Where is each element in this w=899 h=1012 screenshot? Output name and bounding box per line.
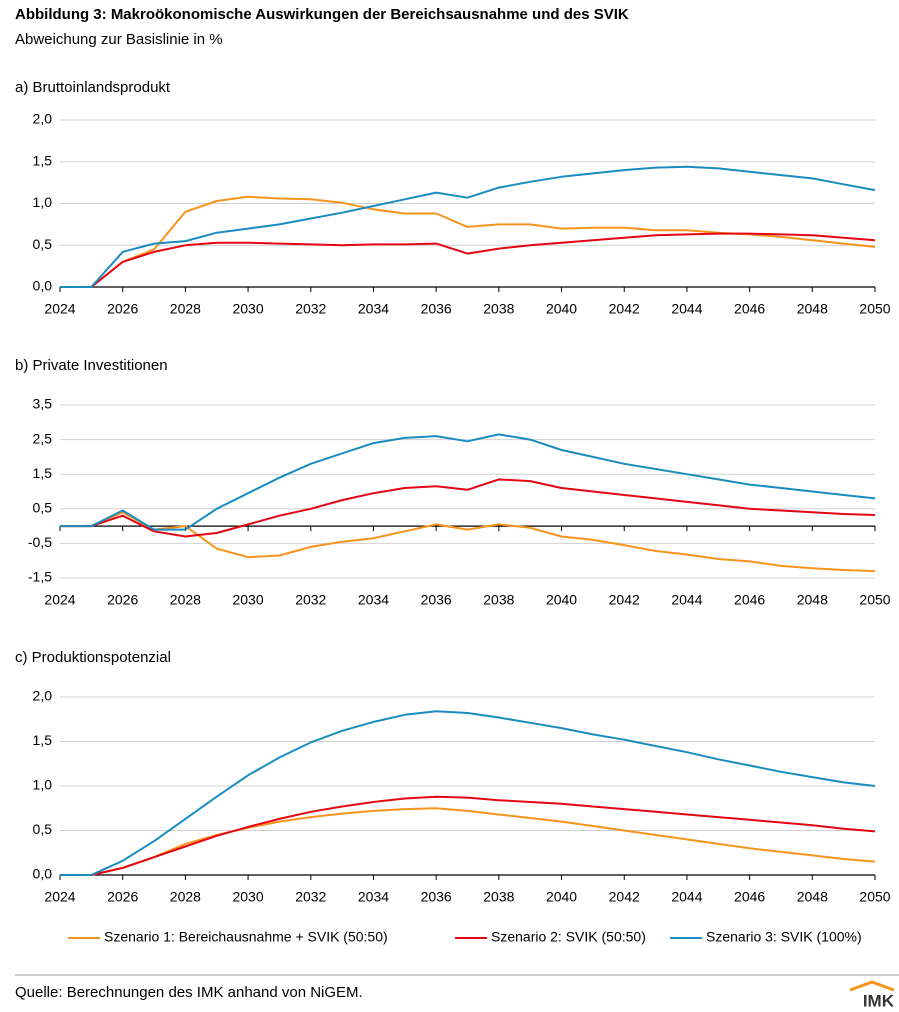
series-line: [60, 478, 876, 538]
x-tick-label: 2040: [546, 301, 577, 317]
series-line: [60, 807, 876, 876]
y-tick-label: 1,5: [33, 152, 53, 168]
legend-label: Szenario 1: Bereichausnahme + SVIK (50:5…: [104, 929, 388, 945]
y-tick-label: 0,0: [33, 278, 53, 294]
logo: IMK: [863, 991, 895, 1010]
series-line: [60, 165, 876, 288]
figure-subtitle: Abweichung zur Basislinie in %: [15, 31, 223, 48]
y-tick-label: -0,5: [28, 534, 52, 550]
x-tick-label: 2028: [170, 301, 201, 317]
x-tick-label: 2036: [421, 889, 452, 905]
x-tick-label: 2040: [546, 592, 577, 608]
y-tick-label: 1,0: [33, 777, 53, 793]
x-tick-label: 2024: [44, 301, 75, 317]
x-tick-label: 2048: [797, 592, 828, 608]
x-tick-label: 2034: [358, 889, 389, 905]
panel-title: b) Private Investitionen: [15, 357, 168, 374]
panel-title: a) Bruttoinlandsprodukt: [15, 79, 171, 96]
y-tick-label: 0,5: [33, 236, 53, 252]
series-line: [60, 795, 876, 876]
x-tick-label: 2048: [797, 889, 828, 905]
x-tick-label: 2024: [44, 592, 75, 608]
x-tick-label: 2034: [358, 301, 389, 317]
x-tick-label: 2050: [859, 301, 890, 317]
series-line: [60, 232, 876, 288]
x-tick-label: 2028: [170, 592, 201, 608]
y-tick-label: -1,5: [28, 569, 52, 585]
series-line: [60, 511, 876, 573]
x-tick-label: 2040: [546, 889, 577, 905]
x-tick-label: 2026: [107, 301, 138, 317]
x-tick-label: 2038: [483, 301, 514, 317]
logo-roof: [849, 980, 895, 992]
y-tick-label: 2,0: [33, 111, 53, 127]
panel-title: c) Produktionspotenzial: [15, 649, 171, 666]
x-tick-label: 2044: [671, 889, 702, 905]
x-tick-label: 2036: [421, 301, 452, 317]
x-tick-label: 2038: [483, 592, 514, 608]
x-tick-label: 2030: [232, 301, 263, 317]
x-tick-label: 2048: [797, 301, 828, 317]
x-tick-label: 2046: [734, 592, 765, 608]
x-tick-label: 2046: [734, 889, 765, 905]
y-tick-label: 1,5: [33, 465, 53, 481]
legend-label: Szenario 2: SVIK (50:50): [491, 929, 646, 945]
x-tick-label: 2046: [734, 301, 765, 317]
y-tick-label: 0,5: [33, 821, 53, 837]
x-tick-label: 2028: [170, 889, 201, 905]
series-line: [60, 710, 876, 876]
y-tick-label: 0,0: [33, 866, 53, 882]
x-tick-label: 2034: [358, 592, 389, 608]
x-tick-label: 2050: [859, 592, 890, 608]
x-tick-label: 2030: [232, 592, 263, 608]
x-tick-label: 2042: [609, 592, 640, 608]
x-tick-label: 2032: [295, 889, 326, 905]
x-tick-label: 2032: [295, 592, 326, 608]
y-tick-label: 1,0: [33, 194, 53, 210]
y-tick-label: 2,0: [33, 688, 53, 704]
source-note: Quelle: Berechnungen des IMK anhand von …: [15, 984, 363, 1001]
x-tick-label: 2050: [859, 889, 890, 905]
x-tick-label: 2032: [295, 301, 326, 317]
y-tick-label: 1,5: [33, 732, 53, 748]
x-tick-label: 2024: [44, 889, 75, 905]
x-tick-label: 2036: [421, 592, 452, 608]
x-tick-label: 2030: [232, 889, 263, 905]
series-line: [60, 433, 876, 531]
figure-title: Abbildung 3: Makroökonomische Auswirkung…: [15, 6, 629, 23]
legend-label: Szenario 3: SVIK (100%): [706, 929, 862, 945]
y-tick-label: 3,5: [33, 396, 53, 412]
x-tick-label: 2044: [671, 592, 702, 608]
x-tick-label: 2042: [609, 301, 640, 317]
x-tick-label: 2026: [107, 592, 138, 608]
y-tick-label: 2,5: [33, 430, 53, 446]
x-tick-label: 2044: [671, 301, 702, 317]
y-tick-label: 0,5: [33, 500, 53, 516]
x-tick-label: 2038: [483, 889, 514, 905]
x-tick-label: 2042: [609, 889, 640, 905]
x-tick-label: 2026: [107, 889, 138, 905]
